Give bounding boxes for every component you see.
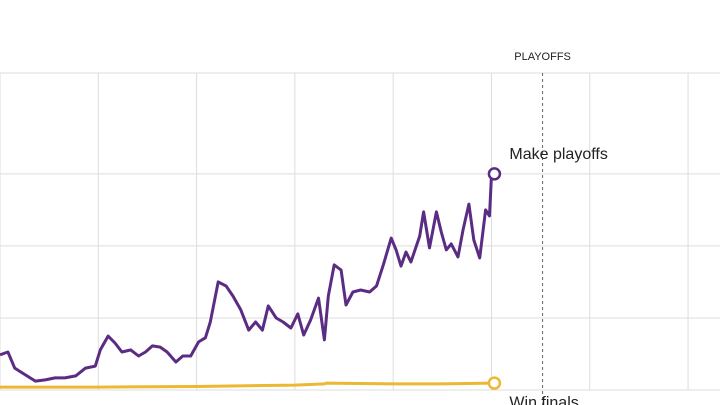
end-marker [487, 376, 502, 390]
series-label: Make playoffs [509, 146, 607, 163]
annotation-label: PLAYOFFS [514, 51, 571, 63]
end-marker [487, 167, 502, 181]
series-label: Win finals [509, 394, 578, 405]
series-line [0, 381, 495, 389]
series-line [0, 172, 495, 383]
